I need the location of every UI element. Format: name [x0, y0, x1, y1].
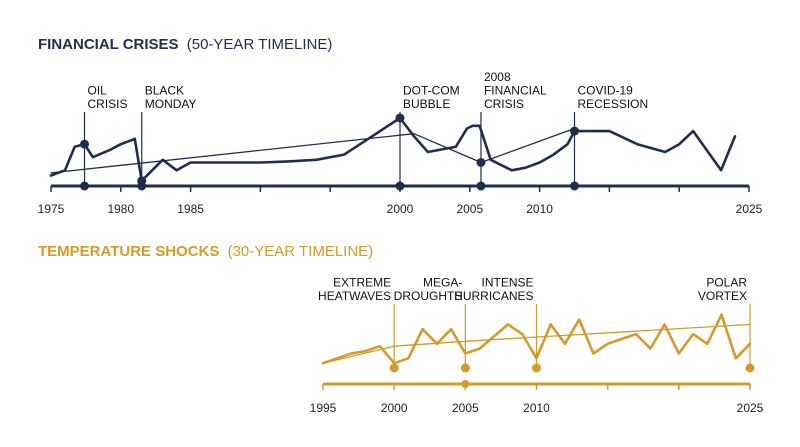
financial-crises-chart: 1975 1980 1985 2000 2005 2010 2025OILCRISISBLA…: [38, 70, 763, 216]
event-label: 2008: [484, 70, 511, 84]
event-label: FINANCIAL: [484, 84, 547, 98]
event-label: COVID-19: [578, 84, 634, 98]
event-label: POLAR: [706, 276, 747, 290]
x-tick-label: 1985: [177, 202, 204, 216]
x-tick-label: 2010: [526, 202, 553, 216]
trend-line: [322, 323, 751, 364]
event-label: INTENSE: [481, 276, 533, 290]
event-point: [460, 363, 470, 373]
event-label: BLACK: [145, 84, 184, 98]
event-label: BUBBLE: [403, 97, 450, 111]
event-label: HURRICANES: [454, 289, 533, 303]
x-tick-label: 2005: [452, 401, 479, 415]
x-tick-label: 2000: [381, 401, 408, 415]
axis-dot: [461, 380, 470, 388]
event-point: [476, 157, 486, 167]
event-point: [395, 113, 405, 123]
event-axis-dot: [570, 181, 579, 191]
x-tick-label: 2000: [387, 202, 414, 216]
x-tick-label: 2010: [523, 401, 550, 415]
x-tick-label: 1980: [107, 202, 134, 216]
event-label: CRISIS: [88, 97, 128, 111]
event-axis-dot: [137, 181, 147, 191]
event-axis-dot: [395, 181, 405, 191]
event-label: RECESSION: [578, 97, 649, 111]
data-line: [49, 116, 737, 183]
financial-title: FINANCIAL CRISES: [38, 36, 179, 53]
event-label: VORTEX: [698, 289, 747, 303]
event-axis-dot: [80, 181, 90, 191]
x-tick-label: 2005: [456, 202, 483, 216]
temperature-subtitle: (30-YEAR TIMELINE): [228, 243, 374, 260]
temperature-title: TEMPERATURE SHOCKS: [38, 243, 219, 260]
event-label: DOT-COM: [403, 84, 460, 98]
event-point: [389, 363, 399, 373]
event-point: [80, 139, 90, 149]
event-point: [532, 363, 541, 373]
event-label: MEGA-: [423, 276, 462, 290]
temperature-title-group: TEMPERATURE SHOCKS (30-YEAR TIMELINE): [38, 243, 373, 260]
x-tick-label: 1975: [38, 202, 65, 216]
event-axis-dot: [476, 181, 486, 191]
event-label: OIL: [88, 84, 108, 98]
event-label: EXTREME: [333, 276, 391, 290]
event-point: [570, 126, 579, 136]
event-label: DROUGHTS: [394, 289, 463, 303]
event-label: HEATWAVES: [318, 289, 391, 303]
event-point: [745, 363, 755, 373]
financial-subtitle: (50-YEAR TIMELINE): [187, 36, 333, 53]
event-label: MONDAY: [145, 97, 197, 111]
trend-line: [50, 127, 576, 174]
x-tick-label: 1995: [310, 401, 337, 415]
event-label: CRISIS: [484, 97, 524, 111]
financial-title-group: FINANCIAL CRISES (50-YEAR TIMELINE): [38, 36, 332, 53]
x-tick-label: 2025: [737, 401, 764, 415]
x-tick-label: 2025: [736, 202, 763, 216]
